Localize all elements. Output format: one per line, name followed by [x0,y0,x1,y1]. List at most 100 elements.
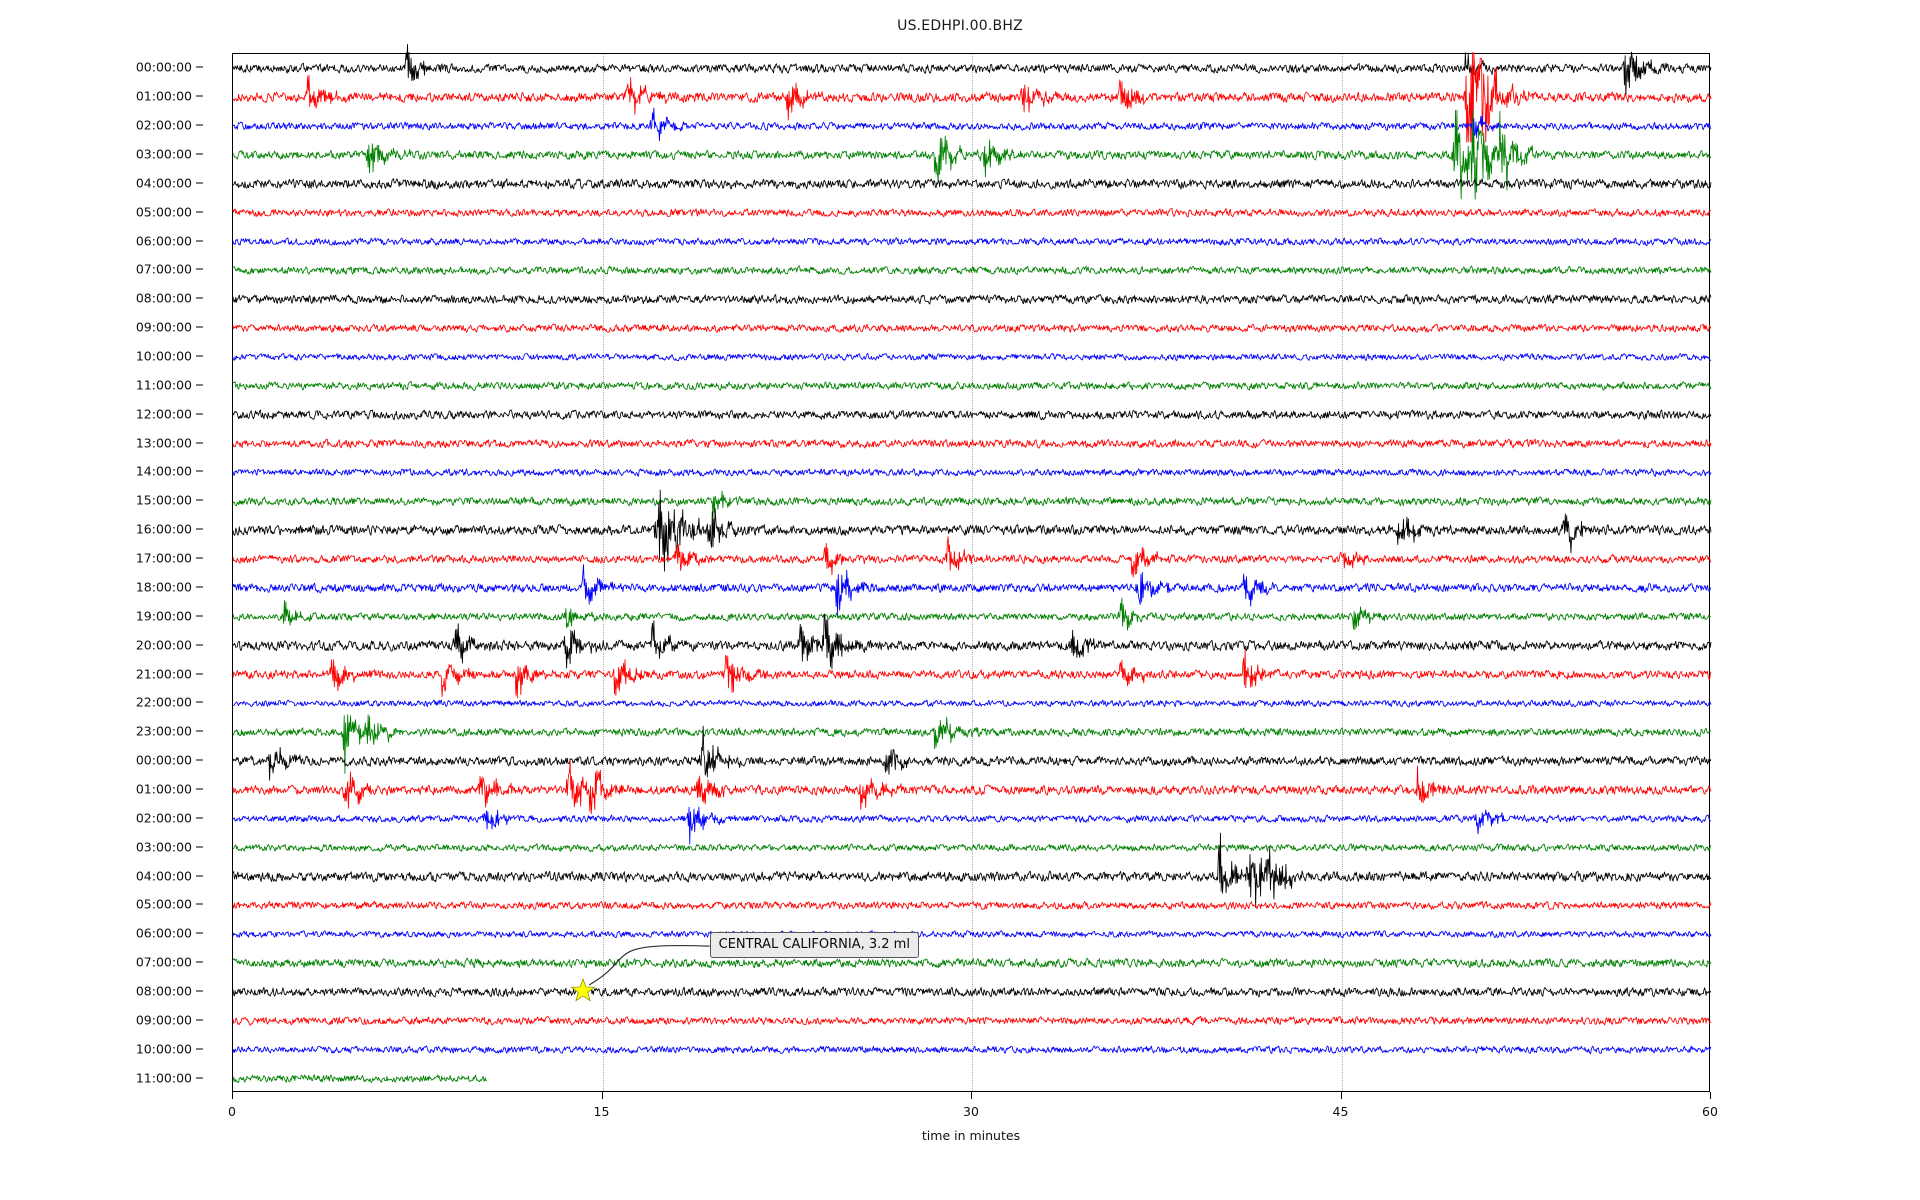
y-axis-tick [196,846,203,848]
y-axis-tick [196,673,203,674]
y-axis-tick-label: 00:00:00 [135,752,192,768]
y-axis-tick-label: 14:00:00 [135,463,192,479]
y-axis-tick [196,528,203,530]
trace-line [232,1045,1712,1055]
trace-line [232,1015,1712,1026]
y-axis-labels: 00:00:00 01:00:00 02:00:00 03:00:00 04:00:00… [0,53,232,1092]
trace-line [232,109,1712,200]
trace-line [232,490,1712,518]
x-axis-tick [1710,1092,1711,1099]
y-axis-tick-label: 02:00:00 [135,810,192,826]
y-axis-tick [196,297,203,299]
x-axis-tick-label: 60 [1702,1104,1718,1119]
y-axis-tick-label: 09:00:00 [135,319,192,335]
trace-line [232,536,1712,578]
trace-line [232,293,1712,305]
page-title: US.EDHPI.00.BHZ [897,18,1023,34]
trace-line [232,489,1712,572]
trace-line [232,699,1712,708]
trace-line [232,806,1712,845]
y-axis-tick [196,759,203,761]
y-axis-tick [196,644,203,646]
trace-line [232,832,1712,908]
y-axis-tick [196,615,203,617]
y-axis-tick [196,932,203,934]
y-axis-tick [196,240,203,242]
trace-line [232,725,1712,781]
trace-line [232,613,1712,670]
y-axis-tick [196,817,203,819]
y-axis-tick [196,211,203,213]
x-axis-tick [971,1092,972,1099]
y-axis-tick [196,788,203,790]
y-axis-tick-label: 05:00:00 [135,204,192,220]
y-axis-tick [196,875,203,877]
x-axis-title: time in minutes [921,1128,1021,1143]
trace-line [232,438,1712,449]
y-axis-tick [196,961,203,963]
y-axis-tick [196,990,203,992]
y-axis-tick [196,66,203,68]
y-axis-tick-label: 20:00:00 [135,637,192,653]
y-axis-tick-label: 01:00:00 [135,88,192,104]
y-axis-tick [196,268,203,270]
trace-line [232,597,1712,631]
y-axis-tick-label: 09:00:00 [135,1012,192,1028]
y-axis-tick-label: 08:00:00 [135,983,192,999]
y-axis-tick-label: 18:00:00 [135,579,192,595]
trace-line [232,649,1712,699]
trace-line [232,714,1712,774]
trace-line [232,759,1712,815]
event-annotation-label[interactable]: CENTRAL CALIFORNIA, 3.2 ml [709,932,919,959]
y-axis-tick [196,153,203,155]
seismic-traces [232,43,1712,1084]
y-axis-tick [196,470,203,472]
trace-line [232,930,1712,939]
y-axis-tick [196,355,203,357]
y-axis-tick-label: 03:00:00 [135,146,192,162]
trace-line [232,564,1712,617]
trace-line [232,207,1712,218]
y-axis-tick [196,730,203,732]
y-axis-tick-label: 19:00:00 [135,608,192,624]
y-axis-tick-label: 23:00:00 [135,723,192,739]
y-axis-tick-label: 17:00:00 [135,550,192,566]
trace-line [232,381,1712,391]
trace-line [232,843,1712,852]
plot-area [232,43,1712,1092]
y-axis-tick-label: 03:00:00 [135,839,192,855]
annotation-layer: CENTRAL CALIFORNIA, 3.2 ml [232,53,1710,1092]
y-axis-tick [196,557,203,559]
y-axis-tick-label: 00:00:00 [135,59,192,75]
y-axis-tick-label: 21:00:00 [135,666,192,681]
y-axis-tick [196,1077,203,1079]
y-axis-tick [196,442,203,444]
trace-line [232,900,1712,910]
y-axis-tick [196,182,203,184]
trace-line [232,265,1712,276]
y-axis-tick [196,384,203,386]
y-axis-tick [196,1048,203,1050]
y-axis-tick-label: 04:00:00 [135,868,192,884]
trace-line [232,178,1712,190]
trace-line [232,1074,488,1084]
trace-line [232,237,1712,247]
x-axis-labels: 0 15 30 45 60 [228,1092,1718,1132]
y-axis-tick [196,499,203,501]
trace-line [232,52,1712,143]
y-axis-tick-label: 22:00:00 [135,694,192,710]
y-axis-tick-label: 08:00:00 [135,290,192,306]
y-axis-tick-label: 02:00:00 [135,117,192,133]
x-axis-tick [601,1092,603,1099]
trace-line [232,323,1712,333]
y-axis-tick [196,95,203,97]
y-axis-tick-label: 11:00:00 [135,377,192,393]
y-axis-tick-label: 01:00:00 [135,781,192,797]
y-axis-tick-label: 04:00:00 [135,175,192,191]
y-axis-tick-label: 07:00:00 [135,261,192,277]
y-axis-tick-label: 10:00:00 [135,1041,192,1057]
y-axis-tick [196,413,203,415]
y-axis-tick [196,701,203,703]
trace-line [232,43,1712,97]
y-axis-tick-label: 16:00:00 [135,521,192,537]
